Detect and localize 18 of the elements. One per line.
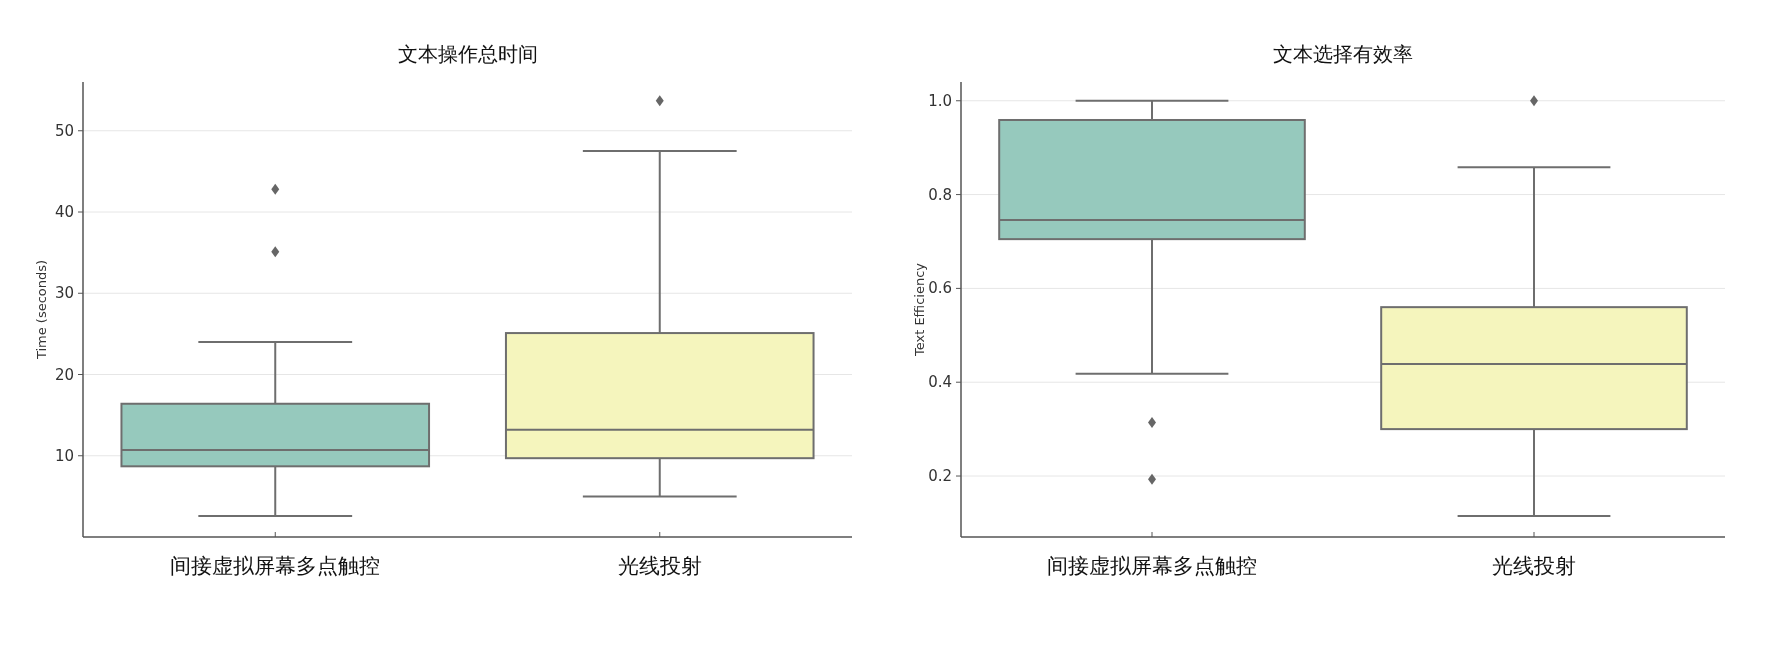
y-tick-label: 40 — [54, 203, 74, 221]
y-tick-label: 50 — [54, 121, 74, 140]
x-tick-label: 间接虚拟屏幕多点触控 — [170, 554, 381, 578]
y-tick-label: 0.4 — [928, 373, 952, 392]
y-tick-label: 1.0 — [928, 91, 952, 110]
y-axis-title: Text Efficiency — [911, 262, 927, 358]
chart-title: 文本选择有效率 — [1273, 42, 1413, 66]
x-tick-label: 光线投射 — [617, 554, 702, 578]
y-tick-label: 20 — [54, 365, 74, 384]
y-tick-label: 0.2 — [928, 467, 952, 486]
x-tick-label: 光线投射 — [1492, 554, 1576, 578]
y-axis-title: Time (seconds) — [33, 259, 49, 361]
y-tick-label: 30 — [54, 284, 74, 303]
x-tick-label: 间接虚拟屏幕多点触控 — [1047, 554, 1257, 578]
chart-title: 文本操作总时间 — [397, 42, 538, 66]
y-tick-label: 0.6 — [928, 279, 952, 298]
y-tick-label: 10 — [54, 446, 74, 465]
y-tick-label: 0.8 — [928, 185, 952, 204]
